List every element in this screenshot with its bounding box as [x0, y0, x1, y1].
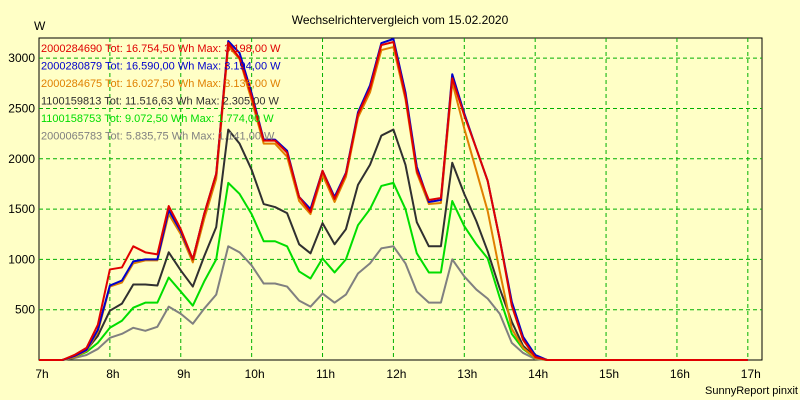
y-tick-label: 1000 — [8, 252, 35, 266]
legend-entry-1100159813: 1100159813 Tot: 11.516,63 Wh Max: 2.305,… — [41, 96, 280, 108]
legend-entry-1100158753: 1100158753 Tot: 9.072,50 Wh Max: 1.774,0… — [41, 113, 274, 125]
x-tick-label: 17h — [741, 367, 761, 381]
x-tick-label: 12h — [386, 367, 406, 381]
y-tick-label: 500 — [15, 303, 35, 317]
x-tick-label: 15h — [599, 367, 619, 381]
y-axis-unit-label: W — [34, 19, 46, 33]
footer-credit: SunnyReport pinxit — [705, 385, 798, 397]
x-tick-label: 9h — [177, 367, 190, 381]
series-line-2000284690 — [39, 41, 748, 361]
y-axis-ticks: 500 1000 1500 2000 2500 3000 — [8, 51, 35, 317]
x-tick-label: 13h — [457, 367, 477, 381]
x-tick-label: 8h — [106, 367, 119, 381]
x-tick-label: 11h — [316, 367, 335, 381]
y-tick-label: 2500 — [8, 101, 35, 115]
series-lines — [39, 38, 748, 361]
x-tick-label: 16h — [670, 367, 690, 381]
x-tick-label: 14h — [528, 367, 548, 381]
chart-title: Wechselrichtervergleich vom 15.02.2020 — [292, 13, 509, 27]
legend-entry-2000065783: 2000065783 Tot: 5.835,75 Wh Max: 1.141,0… — [41, 131, 275, 143]
legend-entry-2000284690: 2000284690 Tot: 16.754,50 Wh Max: 3.198,… — [41, 43, 281, 55]
legend-entry-2000280879: 2000280879 Tot: 16.590,00 Wh Max: 3.194,… — [41, 61, 281, 73]
x-tick-label: 10h — [245, 367, 265, 381]
y-tick-label: 2000 — [8, 152, 35, 166]
y-tick-label: 1500 — [8, 202, 35, 216]
legend: 2000284690 Tot: 16.754,50 Wh Max: 3.198,… — [41, 43, 281, 143]
legend-entry-2000284675: 2000284675 Tot: 16.027,50 Wh Max: 3.136,… — [41, 78, 281, 90]
y-tick-label: 3000 — [8, 51, 35, 65]
grid-lines — [39, 38, 762, 360]
x-tick-label: 7h — [35, 367, 48, 381]
x-axis-ticks: 7h 8h 9h 10h 11h 12h 13h 14h 15h 16h 17h — [35, 367, 761, 381]
